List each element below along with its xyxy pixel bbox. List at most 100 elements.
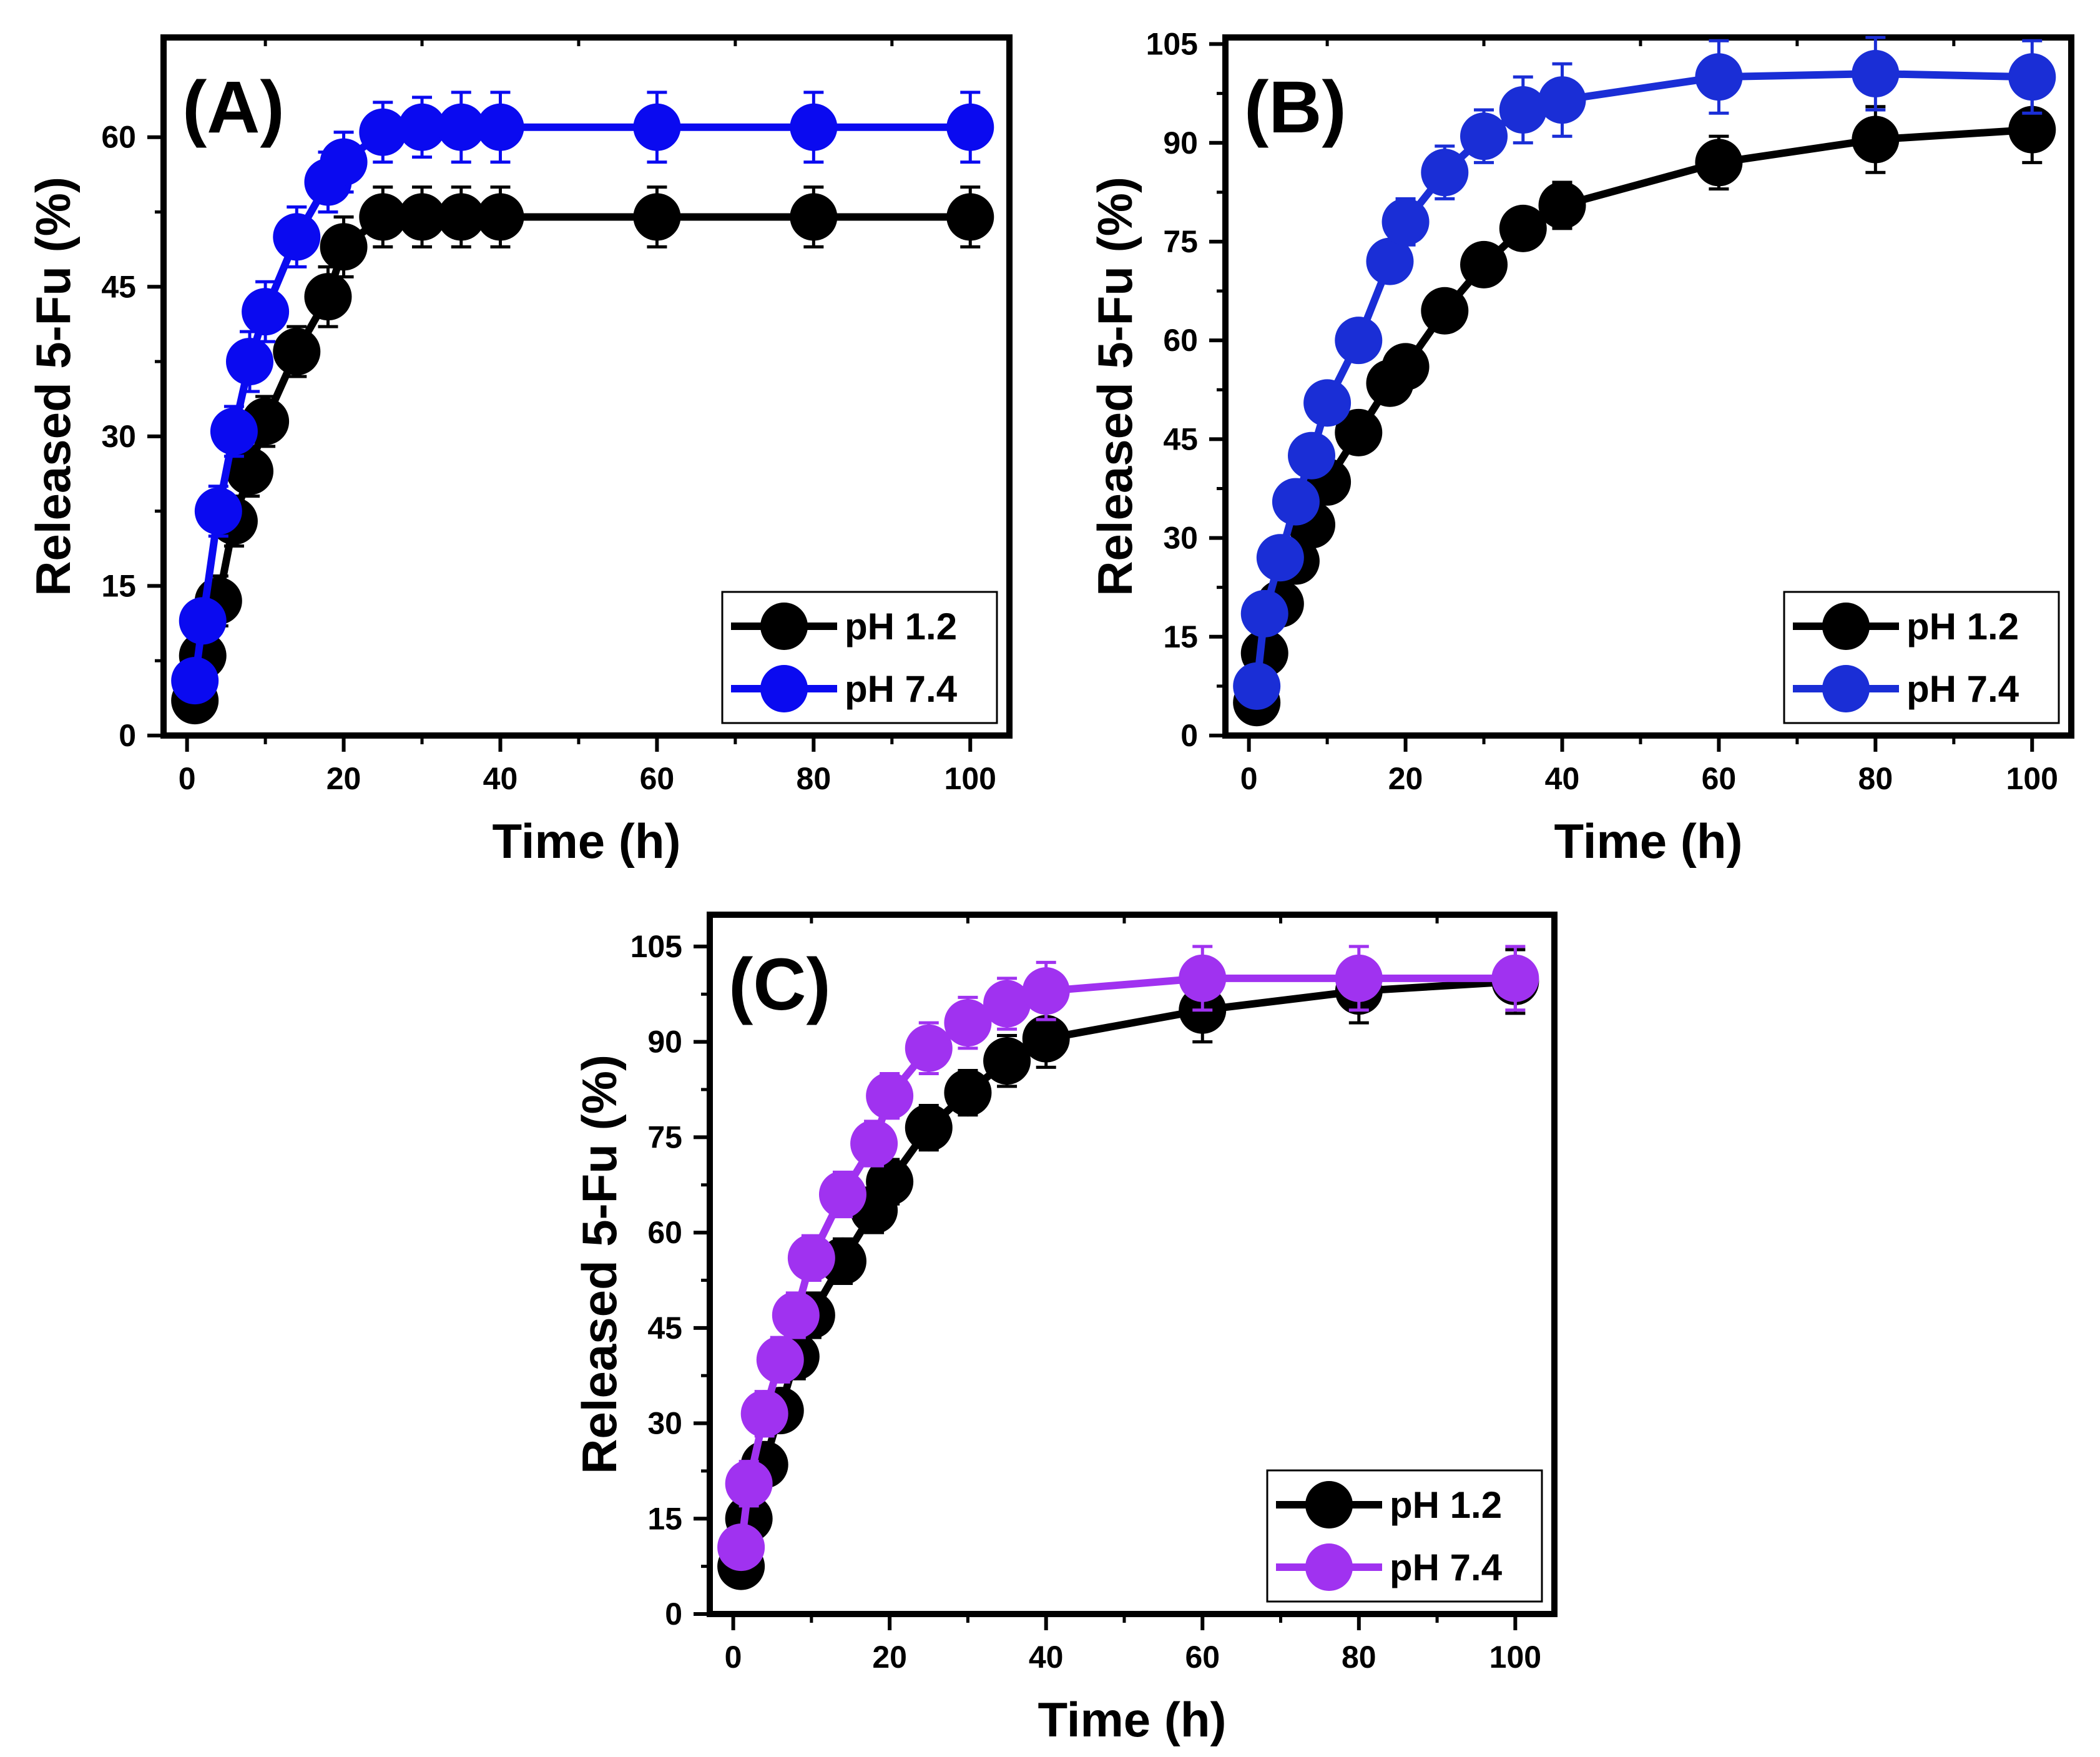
x-axis-title: Time (h) bbox=[493, 814, 681, 869]
y-tick-label: 60 bbox=[1163, 323, 1198, 358]
y-tick-label: 30 bbox=[647, 1406, 682, 1441]
data-point bbox=[790, 103, 838, 151]
data-point bbox=[740, 1390, 788, 1438]
data-point bbox=[946, 103, 994, 151]
data-point bbox=[242, 288, 290, 336]
y-tick-label: 45 bbox=[101, 269, 136, 304]
legend-label: pH 7.4 bbox=[1906, 668, 2019, 710]
data-point bbox=[437, 103, 485, 151]
data-point bbox=[171, 657, 219, 705]
x-tick-label: 80 bbox=[1342, 1640, 1376, 1675]
data-point bbox=[476, 193, 524, 241]
data-point bbox=[226, 447, 274, 495]
data-point bbox=[476, 103, 524, 151]
y-tick-label: 90 bbox=[1163, 126, 1198, 160]
data-point bbox=[717, 1523, 765, 1572]
series-line bbox=[737, 974, 1516, 1548]
data-point bbox=[756, 1336, 804, 1384]
data-point bbox=[359, 108, 407, 156]
data-point bbox=[1240, 589, 1288, 637]
data-point bbox=[905, 1024, 953, 1072]
data-point bbox=[1272, 478, 1320, 526]
data-point bbox=[1460, 112, 1508, 160]
x-tick-label: 60 bbox=[640, 761, 675, 796]
data-point bbox=[1538, 181, 1586, 229]
legend-marker bbox=[1822, 665, 1870, 712]
y-tick-label: 45 bbox=[647, 1311, 682, 1346]
plot-frame bbox=[1222, 34, 2074, 739]
legend-label: pH 1.2 bbox=[1906, 606, 2019, 647]
data-point bbox=[633, 193, 681, 241]
legend-marker bbox=[760, 603, 808, 650]
y-tick-label: 60 bbox=[647, 1215, 682, 1250]
data-point bbox=[398, 103, 446, 151]
x-tick-label: 20 bbox=[872, 1640, 907, 1675]
data-point bbox=[1852, 116, 1900, 164]
legend: pH 1.2 pH 7.4 bbox=[1266, 1469, 1543, 1603]
data-point bbox=[226, 338, 274, 386]
panel-c: 0 20 40 60 80 100 0 15 30 45 60 75 90 105 Time (h) Rele… bbox=[572, 912, 1558, 1747]
y-tick-label: 75 bbox=[1163, 224, 1198, 259]
panel-label: (A) bbox=[182, 66, 285, 149]
data-point bbox=[944, 1069, 992, 1117]
data-point bbox=[1421, 149, 1469, 197]
y-tick-label: 45 bbox=[1163, 421, 1198, 456]
data-point bbox=[1852, 50, 1900, 98]
data-point bbox=[850, 1120, 898, 1168]
data-point bbox=[1335, 954, 1383, 1002]
data-point bbox=[787, 1234, 835, 1282]
data-point bbox=[1303, 379, 1352, 427]
series-ph-7-4 bbox=[1233, 36, 2056, 710]
data-point bbox=[725, 1460, 773, 1508]
data-point bbox=[1381, 343, 1430, 391]
x-tick-label: 60 bbox=[1185, 1640, 1220, 1675]
data-point bbox=[398, 193, 446, 241]
y-tick-label: 90 bbox=[647, 1025, 682, 1060]
legend-label: pH 7.4 bbox=[845, 668, 958, 710]
x-tick-label: 60 bbox=[1702, 761, 1737, 796]
plot-frame bbox=[707, 912, 1558, 1617]
data-point bbox=[772, 1291, 820, 1339]
y-tick-label: 15 bbox=[101, 568, 136, 603]
data-point bbox=[179, 597, 227, 645]
data-point bbox=[273, 213, 321, 261]
y-axis-title: Released 5-Fu (%) bbox=[1087, 177, 1142, 596]
data-point bbox=[1381, 198, 1430, 246]
data-point bbox=[946, 193, 994, 241]
data-point bbox=[983, 1037, 1031, 1085]
x-tick-label: 0 bbox=[179, 761, 196, 796]
legend-label: pH 1.2 bbox=[1390, 1484, 1502, 1526]
data-point bbox=[1460, 240, 1508, 288]
data-point bbox=[1695, 53, 1743, 101]
series-ph-7-4 bbox=[717, 945, 1539, 1572]
x-tick-label: 100 bbox=[945, 761, 996, 796]
x-axis-title: Time (h) bbox=[1554, 814, 1743, 869]
data-point bbox=[273, 328, 321, 376]
y-axis-title: Released 5-Fu (%) bbox=[572, 1055, 627, 1474]
x-tick-label: 80 bbox=[797, 761, 832, 796]
data-point bbox=[1022, 967, 1070, 1015]
data-point bbox=[1022, 1015, 1070, 1063]
data-point bbox=[1288, 431, 1336, 480]
data-point bbox=[866, 1158, 914, 1206]
data-point bbox=[818, 1171, 866, 1218]
y-tick-label: 105 bbox=[1146, 27, 1198, 62]
data-point bbox=[866, 1072, 914, 1120]
y-tick-label: 15 bbox=[1163, 619, 1198, 654]
x-tick-label: 80 bbox=[1858, 761, 1893, 796]
series-line bbox=[191, 213, 971, 702]
data-point bbox=[1366, 237, 1414, 285]
data-point bbox=[1256, 534, 1304, 582]
y-tick-label: 75 bbox=[647, 1120, 682, 1154]
data-point bbox=[1499, 204, 1547, 252]
data-point bbox=[1335, 317, 1383, 365]
data-point bbox=[1538, 76, 1586, 124]
legend-label: pH 7.4 bbox=[1390, 1547, 1503, 1588]
data-point bbox=[983, 980, 1031, 1028]
legend: pH 1.2 pH 7.4 bbox=[721, 591, 998, 724]
data-point bbox=[1491, 954, 1539, 1002]
data-point bbox=[194, 487, 242, 535]
x-tick-label: 0 bbox=[725, 1640, 742, 1675]
plot-frame bbox=[160, 34, 1013, 739]
